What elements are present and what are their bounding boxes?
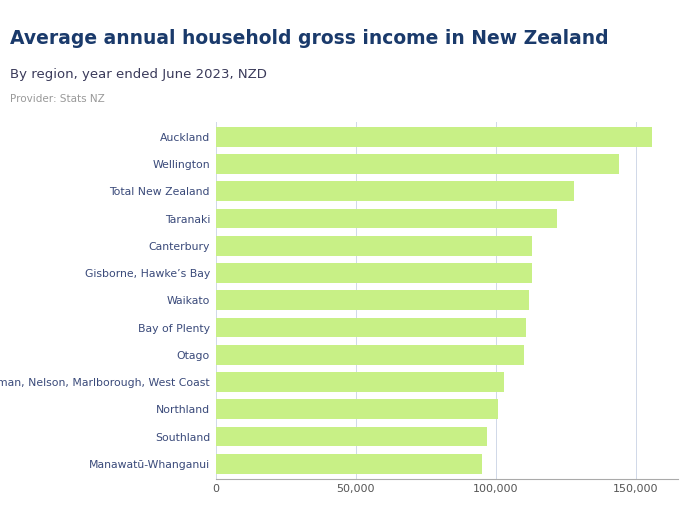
Text: figure.nz: figure.nz: [587, 15, 671, 32]
Bar: [216, 154, 619, 174]
Bar: [216, 427, 487, 446]
Bar: [216, 127, 652, 146]
Bar: [216, 454, 482, 474]
Bar: [216, 372, 504, 392]
Bar: [216, 400, 498, 419]
Text: Average annual household gross income in New Zealand: Average annual household gross income in…: [10, 29, 608, 48]
Bar: [216, 182, 574, 201]
Bar: [216, 290, 529, 310]
Bar: [216, 345, 524, 365]
Bar: [216, 209, 557, 228]
Bar: [216, 236, 532, 256]
Bar: [216, 263, 532, 283]
Text: By region, year ended June 2023, NZD: By region, year ended June 2023, NZD: [10, 68, 267, 81]
Text: Provider: Stats NZ: Provider: Stats NZ: [10, 94, 104, 104]
Bar: [216, 318, 526, 338]
